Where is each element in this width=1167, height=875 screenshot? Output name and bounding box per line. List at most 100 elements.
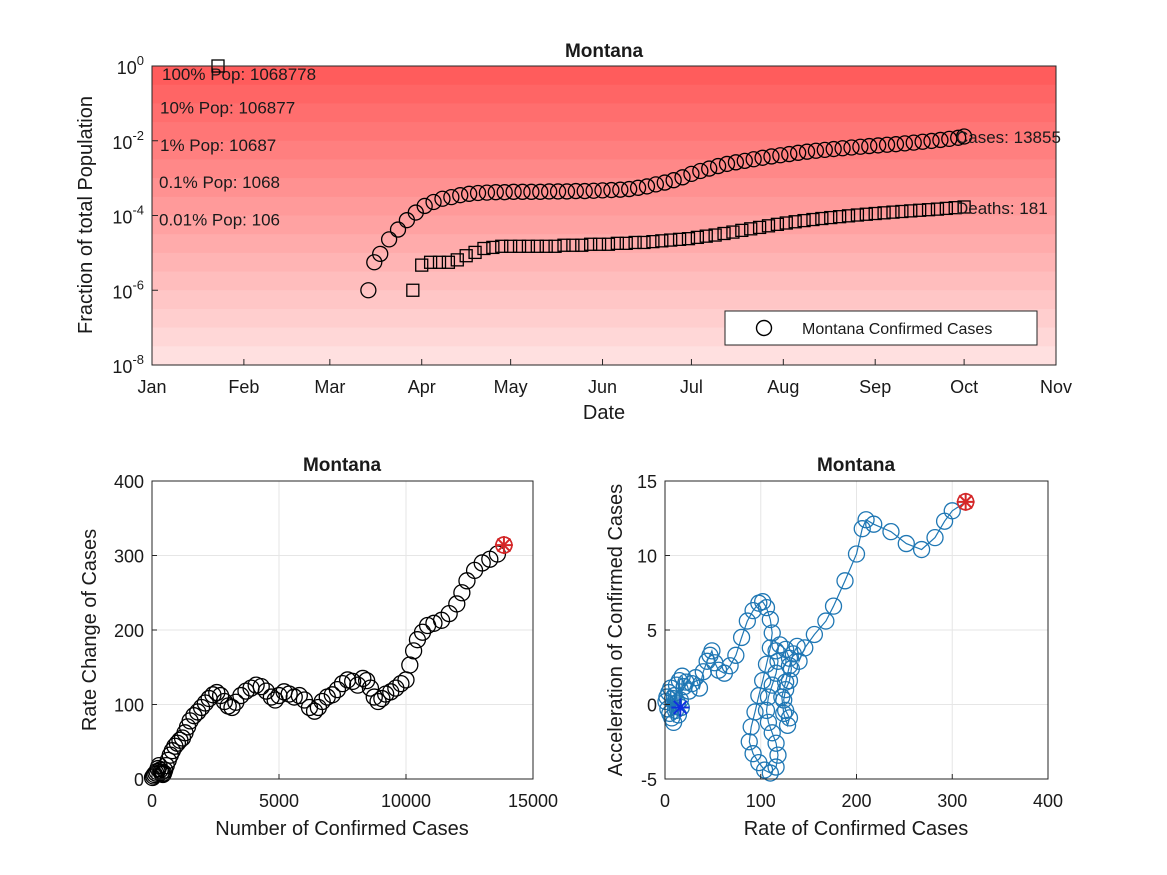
cases-point: [416, 197, 433, 215]
cases-point: [603, 181, 620, 199]
cases-point: [621, 180, 638, 198]
x-tick-label: Aug: [767, 377, 799, 397]
population-band: [152, 140, 1056, 161]
rate-point: [448, 595, 466, 613]
cases-point: [905, 134, 922, 151]
x-tick-label: 0: [147, 791, 157, 811]
population-band: [152, 122, 1056, 142]
acceleration-point: [836, 572, 854, 590]
cases-point: [861, 137, 878, 155]
population-band: [152, 234, 1056, 254]
deaths-point: [601, 237, 616, 251]
deaths-point: [637, 235, 651, 250]
acceleration-point: [775, 691, 793, 709]
cases-point: [683, 165, 700, 183]
rate-point: [227, 693, 245, 711]
deaths-point: [788, 215, 802, 229]
cases-point: [380, 231, 398, 248]
cases-point: [781, 145, 798, 163]
deaths-point: [566, 238, 580, 252]
acceleration-point: [853, 520, 871, 538]
acceleration-point: [796, 639, 814, 657]
cases-point: [955, 128, 973, 145]
cases-point: [549, 183, 567, 200]
acceleration-point: [780, 657, 799, 675]
deaths-point: [770, 217, 785, 231]
y-tick-label: -5: [641, 770, 657, 790]
deaths-point: [726, 225, 740, 239]
x-axis-label: Number of Confirmed Cases: [215, 818, 468, 840]
cases-point: [878, 136, 896, 153]
deaths-point: [921, 203, 936, 217]
cases-point: [532, 183, 549, 200]
cases-point: [834, 140, 851, 157]
acceleration-point: [897, 534, 915, 553]
population-band: [152, 84, 1056, 104]
y-tick-label: 15: [637, 472, 657, 492]
cases-point: [754, 149, 771, 166]
deaths-point: [761, 219, 776, 233]
deaths-point: [664, 233, 678, 247]
deaths-point: [539, 239, 553, 253]
cases-point: [807, 142, 825, 159]
deaths-point: [859, 207, 873, 221]
acceleration-point: [721, 657, 739, 675]
deaths-point: [895, 204, 909, 219]
deaths-point: [592, 237, 607, 251]
population-band: [152, 159, 1056, 179]
population-band: [152, 215, 1056, 235]
y-tick-label: 200: [114, 621, 144, 641]
cases-point: [460, 185, 478, 202]
acceleration-point: [759, 713, 778, 732]
deaths-point: [690, 230, 705, 245]
y-tick-label: 10-4: [112, 203, 144, 228]
acceleration-point: [757, 701, 776, 720]
deaths-point: [806, 212, 820, 227]
deaths-point: [886, 205, 900, 219]
y-tick-label: 300: [114, 547, 144, 567]
deaths-point: [779, 216, 793, 230]
deaths-point: [503, 239, 518, 253]
acceleration-point: [740, 733, 758, 751]
x-tick-label: Jan: [137, 377, 166, 397]
start-point-star: [671, 698, 690, 717]
cases-point: [576, 182, 593, 200]
cases-point: [496, 184, 513, 201]
legend-marker: [755, 319, 773, 337]
deaths-point: [619, 236, 633, 250]
x-tick-label: 15000: [508, 791, 558, 811]
cases-point: [843, 139, 860, 156]
deaths-point: [681, 232, 696, 246]
cases-point: [443, 188, 460, 206]
cases-point: [709, 157, 727, 175]
acceleration-point: [943, 502, 961, 520]
acceleration-point: [926, 528, 944, 547]
acceleration-point: [817, 612, 835, 630]
deaths-point: [477, 241, 491, 256]
series-markers: [143, 536, 513, 787]
acceleration-point: [767, 758, 785, 776]
rate-point: [361, 679, 380, 697]
acceleration-point: [767, 642, 785, 660]
cases-point: [932, 131, 949, 149]
acceleration-point: [744, 745, 762, 763]
acceleration-point: [780, 709, 799, 727]
cases-point: [389, 221, 407, 238]
deaths-point: [815, 211, 829, 226]
deaths-end-label: Deaths: 181: [956, 199, 1048, 218]
deaths-point: [957, 200, 971, 214]
deaths-point: [610, 236, 624, 250]
cases-point: [701, 160, 718, 177]
y-tick-label: 10-8: [112, 352, 144, 377]
deaths-point: [850, 208, 865, 222]
cases-point: [745, 151, 762, 168]
deaths-point: [423, 255, 438, 269]
cases-end-label: Cases: 13855: [956, 128, 1061, 147]
cases-point: [478, 184, 496, 201]
rate-point: [404, 642, 423, 660]
population-panel: 100% Pop: 1068778 10% Pop: 106877 1% Pop: …: [75, 41, 1072, 424]
deaths-point: [824, 210, 838, 225]
y-tick-label: 10: [637, 547, 657, 567]
rate-point: [453, 584, 471, 602]
tick-labels: 0 5000 10000 15000 0 100 200 300 400: [114, 472, 558, 811]
